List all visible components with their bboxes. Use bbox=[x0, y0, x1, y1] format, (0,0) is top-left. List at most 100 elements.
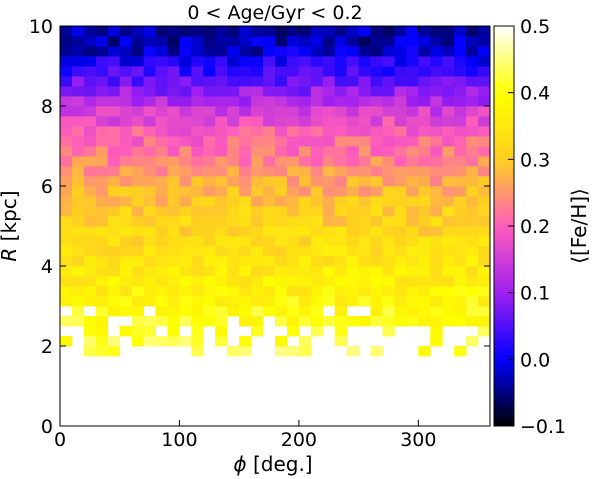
heatmap-cell bbox=[286, 306, 300, 317]
heatmap-cell bbox=[60, 26, 73, 37]
heatmap-cell bbox=[286, 266, 300, 277]
heatmap-cell bbox=[167, 166, 180, 177]
heatmap-cell bbox=[358, 76, 371, 87]
heatmap-cell bbox=[71, 136, 85, 147]
heatmap-cell bbox=[406, 176, 419, 187]
heatmap-cell bbox=[454, 256, 467, 267]
heatmap-cell bbox=[203, 286, 216, 297]
heatmap-cell bbox=[406, 96, 419, 107]
heatmap-cell bbox=[478, 116, 491, 127]
heatmap-cell bbox=[71, 126, 85, 137]
heatmap-cell bbox=[346, 126, 360, 137]
heatmap-cell bbox=[131, 266, 145, 277]
heatmap-cell bbox=[60, 156, 73, 167]
heatmap-cell bbox=[334, 156, 348, 167]
heatmap-cell bbox=[179, 156, 192, 167]
heatmap-cell bbox=[406, 196, 419, 207]
heatmap-cell bbox=[191, 166, 204, 177]
heatmap-cell bbox=[322, 206, 336, 217]
heatmap-cell bbox=[275, 46, 288, 57]
heatmap-cell bbox=[346, 116, 360, 127]
heatmap-cell bbox=[275, 196, 288, 207]
heatmap-cell bbox=[155, 176, 168, 187]
heatmap-cell bbox=[334, 176, 348, 187]
heatmap-cell bbox=[454, 36, 467, 47]
heatmap-cell bbox=[215, 106, 228, 117]
heatmap-cell bbox=[382, 156, 395, 167]
heatmap-cell bbox=[167, 236, 180, 247]
heatmap-cell bbox=[286, 36, 300, 47]
heatmap-cell bbox=[346, 186, 360, 197]
heatmap-cell bbox=[370, 306, 383, 317]
heatmap-cell bbox=[227, 276, 240, 287]
heatmap-cell bbox=[442, 296, 455, 307]
heatmap-cell bbox=[251, 56, 264, 67]
heatmap-cell bbox=[286, 66, 300, 77]
heatmap-cell bbox=[203, 76, 216, 87]
heatmap-cell bbox=[191, 196, 204, 207]
heatmap-cell bbox=[298, 236, 312, 247]
heatmap-cell bbox=[394, 256, 407, 267]
heatmap-cell bbox=[251, 266, 264, 277]
heatmap-cell bbox=[119, 136, 133, 147]
heatmap-cell bbox=[227, 286, 240, 297]
heatmap-cell bbox=[71, 256, 85, 267]
x-tick-label: 300 bbox=[400, 429, 436, 451]
heatmap-cell bbox=[95, 256, 109, 267]
heatmap-cell bbox=[286, 116, 300, 127]
heatmap-cell bbox=[71, 156, 85, 167]
heatmap-cell bbox=[239, 226, 252, 237]
heatmap-cell bbox=[346, 36, 360, 47]
heatmap-cell bbox=[167, 86, 180, 97]
heatmap-cell bbox=[203, 316, 216, 327]
heatmap-cell bbox=[478, 316, 491, 327]
heatmap-cell bbox=[119, 236, 133, 247]
heatmap-cell bbox=[418, 76, 431, 87]
heatmap-cell bbox=[155, 26, 168, 37]
heatmap-cell bbox=[95, 156, 109, 167]
heatmap-cell bbox=[406, 106, 419, 117]
heatmap-cell bbox=[131, 276, 145, 287]
heatmap-cell bbox=[406, 116, 419, 127]
heatmap-cell bbox=[382, 266, 395, 277]
chart-title: 0 < Age/Gyr < 0.2 bbox=[187, 2, 362, 24]
heatmap-cell bbox=[191, 126, 204, 137]
heatmap-cell bbox=[263, 226, 276, 237]
heatmap-cell bbox=[167, 336, 180, 347]
heatmap-cell bbox=[60, 266, 73, 277]
heatmap-cell bbox=[60, 66, 73, 77]
heatmap-cell bbox=[95, 136, 109, 147]
heatmap-cell bbox=[478, 286, 491, 297]
heatmap-cell bbox=[215, 96, 228, 107]
x-axis-label: ϕ [deg.] bbox=[233, 452, 312, 476]
heatmap-cell bbox=[179, 336, 192, 347]
heatmap-cell bbox=[275, 186, 288, 197]
heatmap-cell bbox=[203, 56, 216, 67]
heatmap-cell bbox=[191, 96, 204, 107]
heatmap-cell bbox=[382, 236, 395, 247]
heatmap-cell bbox=[227, 116, 240, 127]
heatmap-cell bbox=[298, 346, 312, 357]
heatmap-cell bbox=[239, 286, 252, 297]
heatmap-cell bbox=[418, 86, 431, 97]
heatmap-cell bbox=[322, 256, 336, 267]
heatmap-cell bbox=[191, 246, 204, 257]
heatmap-cell bbox=[71, 246, 85, 257]
heatmap-cell bbox=[263, 306, 276, 317]
heatmap-cell bbox=[442, 236, 455, 247]
heatmap-cell bbox=[71, 316, 85, 327]
heatmap-cell bbox=[346, 76, 360, 87]
heatmap-cell bbox=[442, 246, 455, 257]
heatmap-cell bbox=[406, 216, 419, 227]
heatmap-cell bbox=[358, 246, 371, 257]
heatmap-cell bbox=[442, 316, 455, 327]
heatmap-cell bbox=[83, 66, 97, 77]
heatmap-cell bbox=[251, 226, 264, 237]
heatmap-cell bbox=[322, 126, 336, 137]
heatmap-cell bbox=[95, 316, 109, 327]
heatmap-cell bbox=[239, 96, 252, 107]
heatmap-cells bbox=[60, 26, 491, 357]
heatmap-cell bbox=[83, 316, 97, 327]
heatmap-cell bbox=[322, 146, 336, 157]
